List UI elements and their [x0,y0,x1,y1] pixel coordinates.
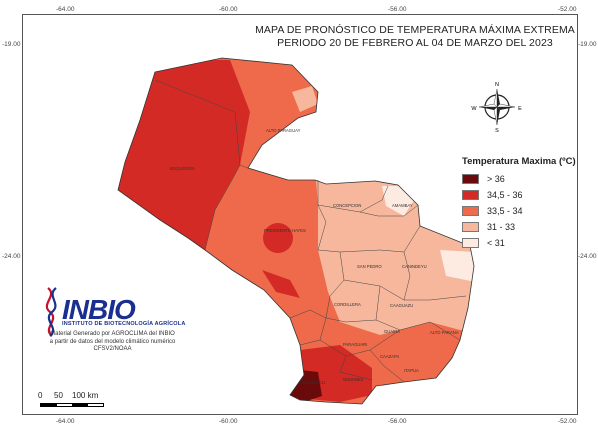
label-canindeyu: CANINDEYU [402,264,427,269]
legend-item: 33,5 - 34 [462,204,577,218]
compass-n: N [495,82,499,88]
legend-swatch [462,206,479,216]
label-guaira: GUAIRA [384,329,400,334]
legend-title: Temperatura Maxima (ºC) [462,156,576,167]
legend-swatch [462,190,479,200]
lat-tick-left-2: -24.00 [2,253,21,260]
legend-label: 31 - 33 [487,222,516,232]
inbio-subtitle: INSTITUTO DE BIOTECNOLOGÍA AGRÍCOLA [62,321,186,327]
zone-34-5-36-hayes [263,223,293,253]
compass-rose-icon [478,88,516,126]
label-caazapa: CAAZAPA [380,354,399,359]
lon-tick-bottom-1: -64.00 [56,418,75,425]
lat-tick-right-2: -24.00 [578,253,597,260]
legend-item: 34,5 - 36 [462,188,577,202]
credit-line-1: Material Generado por AGROCLIMA del INBI… [50,331,175,337]
lon-tick-bottom-3: -56.00 [388,418,407,425]
scale-bar [40,403,104,407]
label-paraguari: PARAGUARI [343,342,367,347]
label-san-pedro: SAN PEDRO [357,264,382,269]
label-alto-paraguay: ALTO PARAGUAY [266,128,301,133]
lon-tick-top-3: -56.00 [388,6,407,13]
lon-tick-bottom-2: -60.00 [219,418,238,425]
scale-label-0: 0 [38,391,43,400]
legend-label: > 36 [487,174,505,184]
scale-label-100: 100 km [72,391,99,400]
credit-line-2: a partir de datos del modelo climático n… [49,338,176,345]
legend-item: < 31 [462,236,577,250]
label-amambay: AMAMBAY [392,203,413,208]
lat-tick-left-1: -19.00 [2,41,21,48]
compass-w: W [471,106,477,112]
scale-label-50: 50 [54,391,63,400]
zone-gt36 [288,370,322,402]
legend: Temperatura Maxima (ºC) > 36 34,5 - 36 3… [462,156,577,252]
map-title: MAPA DE PRONÓSTICO DE TEMPERATURA MÁXIMA… [250,24,580,50]
legend-item: 31 - 33 [462,220,577,234]
legend-swatch [462,238,479,248]
inbio-logo: INBIO [62,294,136,325]
label-alto-parana: ALTO PARANA [430,330,459,335]
label-concepcion: CONCEPCION [333,203,361,208]
credit-line-3: CFSV2/NOAA [93,346,132,352]
lon-tick-bottom-4: -52.00 [558,418,577,425]
label-boqueron: BOQUERON [170,166,194,171]
legend-item: > 36 [462,172,577,186]
zone-lt31-canindeyu [440,250,474,282]
lat-tick-right-1: -19.00 [578,41,597,48]
label-caaguazu: CAAGUAZU [390,303,413,308]
label-cordillera: CORDILLERA [334,302,361,307]
title-line-2: PERIODO 20 DE FEBRERO AL 04 DE MARZO DEL… [277,37,553,49]
legend-label: 33,5 - 34 [487,206,523,216]
lon-tick-top-1: -64.00 [56,6,75,13]
legend-swatch [462,174,479,184]
legend-label: < 31 [487,238,505,248]
title-line-1: MAPA DE PRONÓSTICO DE TEMPERATURA MÁXIMA… [255,24,575,36]
dna-helix-icon [45,287,57,337]
compass-s: S [495,128,499,134]
label-neembucu: ÑEEMBUCU [301,380,325,385]
lon-tick-top-4: -52.00 [558,6,577,13]
zone-31-33-north [292,86,318,112]
label-itapua: ITAPUA [404,368,419,373]
credit-text: Material Generado por AGROCLIMA del INBI… [30,331,195,354]
label-presidente-hayes: PRESIDENTE HAYES [264,228,306,233]
legend-swatch [462,222,479,232]
zone-34-5-36-central [262,270,300,298]
map-frame [22,14,578,415]
compass-e: E [518,106,522,112]
legend-label: 34,5 - 36 [487,190,523,200]
label-misiones: MISIONES [343,377,364,382]
department-borders [154,79,467,383]
lon-tick-top-2: -60.00 [219,6,238,13]
